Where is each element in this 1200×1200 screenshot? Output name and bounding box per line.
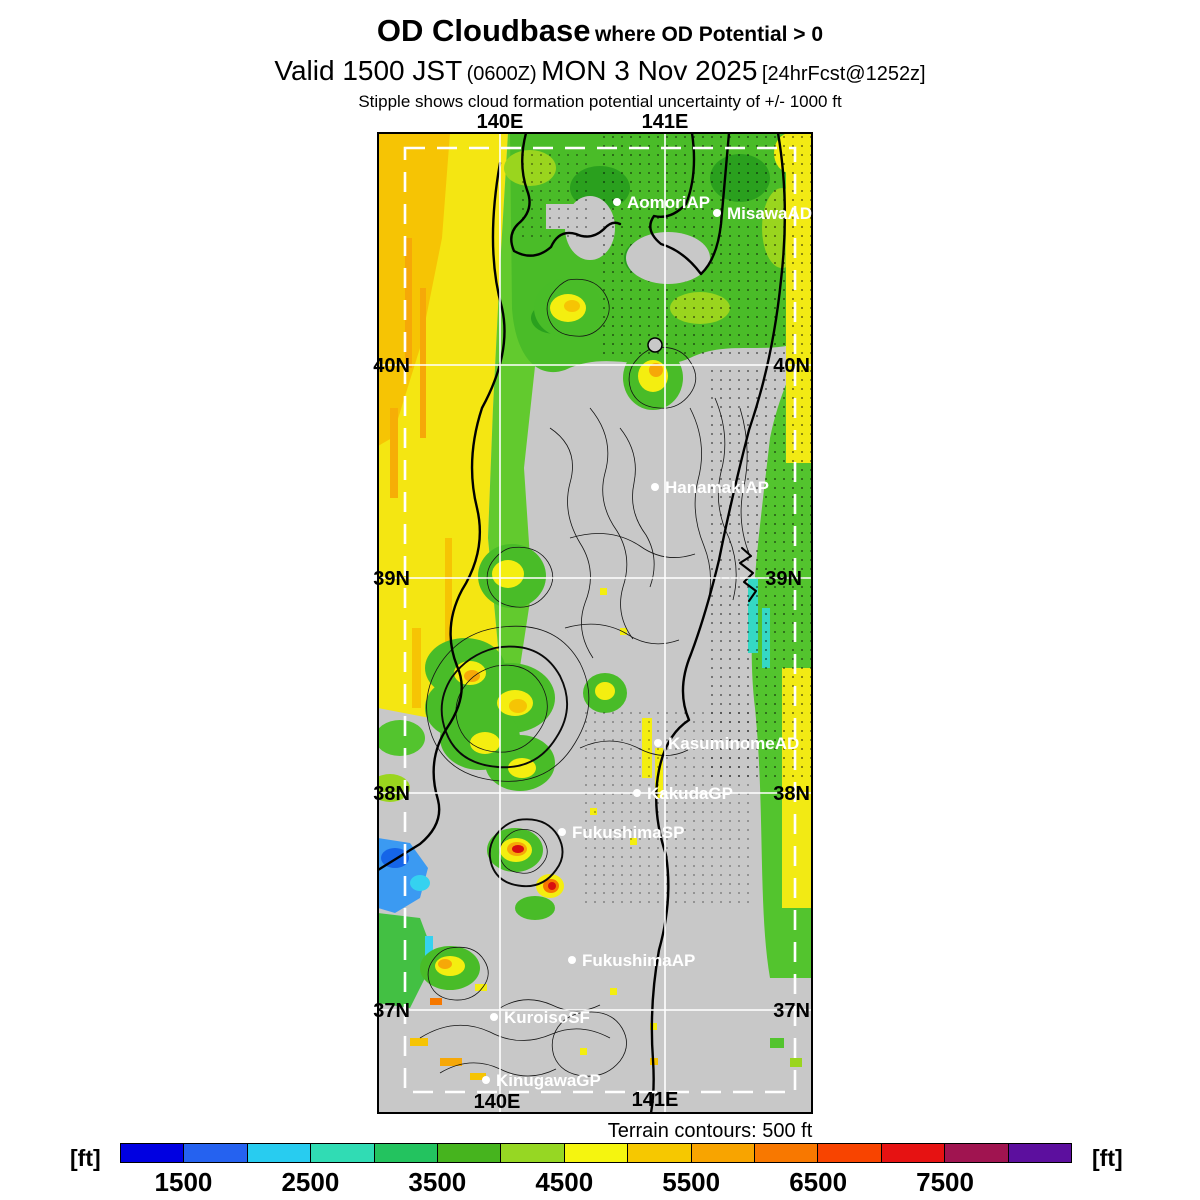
chart-header: OD Cloudbase where OD Potential > 0 Vali… — [0, 14, 1200, 112]
colorbar-unit-right: [ft] — [1092, 1145, 1123, 1171]
valid-time-zulu: (0600Z) — [466, 63, 537, 85]
chart-title-qualifier: where OD Potential > 0 — [594, 23, 824, 46]
colorbar — [120, 1143, 1072, 1163]
colorbar-segment — [246, 1144, 311, 1162]
lat-label-left-38n: 38N — [373, 783, 410, 805]
station-kasuminome-ad: KasuminomeAD — [654, 734, 799, 753]
colorbar-tick-label: 6500 — [789, 1167, 848, 1197]
station-marker — [568, 956, 576, 964]
colorbar-segment — [880, 1144, 945, 1162]
station-label: KinugawaGP — [496, 1071, 601, 1090]
lat-label-left-39n: 39N — [373, 568, 410, 590]
colorbar-tick-label: 7500 — [916, 1167, 974, 1197]
lon-label-bottom-140e: 140E — [474, 1091, 521, 1113]
coastline-layer — [378, 133, 787, 1113]
lon-label-top-141e: 141E — [642, 111, 689, 133]
colorbar-segment — [310, 1144, 374, 1162]
station-marker — [633, 789, 641, 797]
station-label: AomoriAP — [627, 193, 710, 212]
lat-label-right-39n: 39N — [765, 568, 802, 590]
map-frame — [377, 132, 813, 1114]
model-domain-boundary — [403, 146, 797, 1094]
station-label: KakudaGP — [647, 784, 733, 803]
valid-time: Valid 1500 JST — [274, 55, 463, 86]
station-marker — [654, 739, 662, 747]
station-marker — [490, 1013, 498, 1021]
station-misawa-ad: MisawaAD — [713, 204, 812, 223]
colorbar-wrap: 1500 2500 3500 4500 5500 6500 7500 — [120, 1143, 1072, 1197]
lon-label-bottom-141e: 141E — [632, 1089, 679, 1111]
colorbar-segment — [563, 1144, 628, 1162]
axis-label-layer: 140E 141E 140E 141E 40N 39N 38N 37N 40N … — [373, 111, 810, 1113]
station-kuroiso-sf: KuroisoSF — [490, 1008, 590, 1027]
station-marker — [651, 483, 659, 491]
station-label: HanamakiAP — [665, 478, 769, 497]
colorbar-segment — [183, 1144, 247, 1162]
station-marker — [713, 209, 721, 217]
terrain-contour-caption: Terrain contours: 500 ft — [607, 1120, 813, 1142]
station-label: MisawaAD — [727, 204, 812, 223]
station-kakuda-gp: KakudaGP — [633, 784, 733, 803]
lat-label-left-40n: 40N — [373, 355, 410, 377]
station-marker — [558, 828, 566, 836]
colorbar-segment — [817, 1144, 881, 1162]
lat-label-right-40n: 40N — [773, 355, 810, 377]
lat-label-left-37n: 37N — [373, 1000, 410, 1022]
stipple-note: Stipple shows cloud formation potential … — [358, 92, 842, 111]
lat-label-right-37n: 37N — [773, 1000, 810, 1022]
station-label: FukushimaSP — [572, 823, 684, 842]
colorbar-segment — [690, 1144, 755, 1162]
colorbar-segment — [1007, 1144, 1072, 1162]
colorbar-segment — [121, 1144, 184, 1162]
colorbar-segment — [627, 1144, 691, 1162]
station-fukushima-sp: FukushimaSP — [558, 823, 684, 842]
colorbar-tick-label: 1500 — [154, 1167, 213, 1197]
colorbar-tick-label: 3500 — [408, 1167, 467, 1197]
contour-layer — [419, 278, 751, 1077]
forecast-reference: [24hrFcst@1252z] — [761, 63, 926, 85]
chart-title: OD Cloudbase — [376, 13, 591, 48]
colorbar-tick-label: 2500 — [281, 1167, 340, 1197]
grid-layer — [377, 132, 813, 1114]
station-kinugawa-gp: KinugawaGP — [482, 1071, 601, 1090]
colorbar-segment — [437, 1144, 501, 1162]
colorbar-tick-label: 4500 — [535, 1167, 594, 1197]
lon-label-top-140e: 140E — [477, 111, 524, 133]
chart-title-line: OD Cloudbase where OD Potential > 0 — [0, 14, 1200, 54]
station-fukushima-ap: FukushimaAP — [568, 951, 695, 970]
lat-label-right-38n: 38N — [773, 783, 810, 805]
station-label: FukushimaAP — [582, 951, 695, 970]
station-label: KuroisoSF — [504, 1008, 590, 1027]
colorbar-segment — [500, 1144, 564, 1162]
station-label: KasuminomeAD — [668, 734, 799, 753]
station-marker — [482, 1076, 490, 1084]
colorbar-segment — [944, 1144, 1008, 1162]
colorbar-unit-left: [ft] — [70, 1145, 101, 1171]
station-hanamaki-ap: HanamakiAP — [651, 478, 769, 497]
station-marker — [613, 198, 621, 206]
valid-date: MON 3 Nov 2025 — [541, 55, 758, 86]
weather-map: 140E 141E 140E 141E 40N 39N 38N 37N 40N … — [373, 111, 813, 1114]
colorbar-tick-label: 5500 — [662, 1167, 721, 1197]
colorbar-segment — [373, 1144, 438, 1162]
station-layer: AomoriAP MisawaAD HanamakiAP KasuminomeA… — [482, 193, 812, 1090]
valid-time-line: Valid 1500 JST (0600Z) MON 3 Nov 2025 [2… — [0, 56, 1200, 91]
station-aomori-ap: AomoriAP — [613, 193, 710, 212]
colorbar-segment — [754, 1144, 818, 1162]
